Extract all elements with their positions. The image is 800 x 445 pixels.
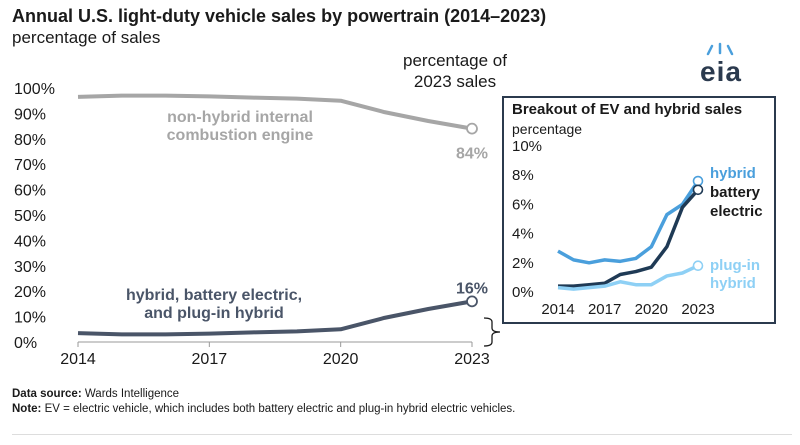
inset-plugin-hybrid-label: hybrid xyxy=(710,275,756,292)
inset-x-tick-label: 2017 xyxy=(588,301,621,318)
inset-hybrid-line xyxy=(557,180,700,265)
data-source-text: Wards Intelligence xyxy=(81,388,180,400)
main-y-ticks: 0% 10% 20% 30% 40% 50% 60% 70% 80% 90% 100% xyxy=(14,81,55,352)
combined-series-label: hybrid, battery electric, xyxy=(126,287,302,304)
eia-logo-text: eia xyxy=(700,56,742,87)
ice-series-line xyxy=(77,93,473,131)
inset-plugin-hybrid-end-marker xyxy=(692,260,704,272)
y-axis-label: percentage of sales xyxy=(12,28,161,47)
inset-y-ticks: 0% 2% 4% 6% 8% 10% xyxy=(512,138,542,301)
main-x-tick-label: 2014 xyxy=(60,351,96,368)
inset-y-tick-label: 0% xyxy=(512,284,534,301)
inset-battery-electric-end-marker xyxy=(692,184,704,196)
main-x-tick-label: 2017 xyxy=(192,351,228,368)
main-y-tick-label: 90% xyxy=(14,106,46,123)
note: Note: EV = electric vehicle, which inclu… xyxy=(12,403,515,415)
inset-chart: 0% 2% 4% 6% 8% 10% 2014 2017 2020 2023 hybrid bat… xyxy=(512,138,763,318)
pct-2023-label: percentage of 2023 sales xyxy=(388,50,522,92)
chart-title: Annual U.S. light-duty vehicle sales by … xyxy=(12,6,547,26)
note-label: Note: xyxy=(12,403,42,415)
main-x-tick-label: 2020 xyxy=(323,351,359,368)
inset-battery-electric-line xyxy=(558,188,700,288)
main-y-tick-label: 10% xyxy=(14,310,46,327)
inset-battery-electric-label: electric xyxy=(710,203,763,220)
ice-end-marker xyxy=(466,122,478,135)
inset-y-tick-label: 4% xyxy=(512,226,534,243)
data-source-label: Data source: xyxy=(12,388,82,400)
inset-y-tick-label: 2% xyxy=(512,255,534,272)
combined-end-marker xyxy=(466,295,478,308)
main-y-tick-label: 60% xyxy=(14,183,46,200)
main-y-tick-label: 30% xyxy=(14,259,46,276)
main-y-tick-label: 20% xyxy=(14,284,46,301)
combined-end-label: 16% xyxy=(456,280,488,297)
inset-x-tick-label: 2023 xyxy=(681,301,714,318)
inset-y-tick-label: 8% xyxy=(512,167,534,184)
bottom-divider xyxy=(12,434,792,435)
inset-x-ticks: 2014 2017 2020 2023 xyxy=(541,301,714,318)
main-y-tick-label: 70% xyxy=(14,157,46,174)
pct-2023-label-line1: percentage of xyxy=(403,51,507,70)
inset-y-tick-label: 6% xyxy=(512,196,534,213)
inset-battery-electric-label: battery xyxy=(710,184,761,201)
inset-title: Breakout of EV and hybrid sales xyxy=(512,101,743,118)
inset-plugin-hybrid-line xyxy=(557,264,699,291)
inset-panel: Breakout of EV and hybrid sales percenta… xyxy=(502,96,776,324)
inset-plugin-hybrid-label: plug-in xyxy=(710,257,760,274)
ice-series-label: combustion engine xyxy=(167,127,314,144)
pct-2023-label-line2: 2023 sales xyxy=(413,72,497,91)
main-x-tick-label: 2023 xyxy=(454,351,490,368)
main-y-tick-label: 0% xyxy=(14,335,37,352)
combined-series-label: and plug-in hybrid xyxy=(144,305,284,322)
inset-x-tick-label: 2020 xyxy=(635,301,668,318)
main-x-ticks: 2014 2017 2020 2023 xyxy=(60,342,490,368)
main-y-tick-label: 80% xyxy=(14,132,46,149)
data-source: Data source: Wards Intelligence xyxy=(12,388,179,400)
inset-x-tick-label: 2014 xyxy=(541,301,574,318)
main-y-tick-label: 40% xyxy=(14,233,46,250)
note-text: EV = electric vehicle, which includes bo… xyxy=(41,403,516,415)
ice-series-label: non-hybrid internal xyxy=(167,109,313,126)
inset-y-tick-label: 10% xyxy=(512,138,542,155)
inset-hybrid-end-marker xyxy=(692,175,704,187)
callout-bracket xyxy=(483,317,501,347)
inset-hybrid-label: hybrid xyxy=(710,165,756,182)
main-y-tick-label: 50% xyxy=(14,208,46,225)
eia-logo-icon xyxy=(706,42,734,56)
combined-series-line xyxy=(77,299,473,337)
ice-end-label: 84% xyxy=(456,146,488,163)
main-y-tick-label: 100% xyxy=(14,81,55,98)
inset-y-axis-label: percentage xyxy=(512,121,583,137)
